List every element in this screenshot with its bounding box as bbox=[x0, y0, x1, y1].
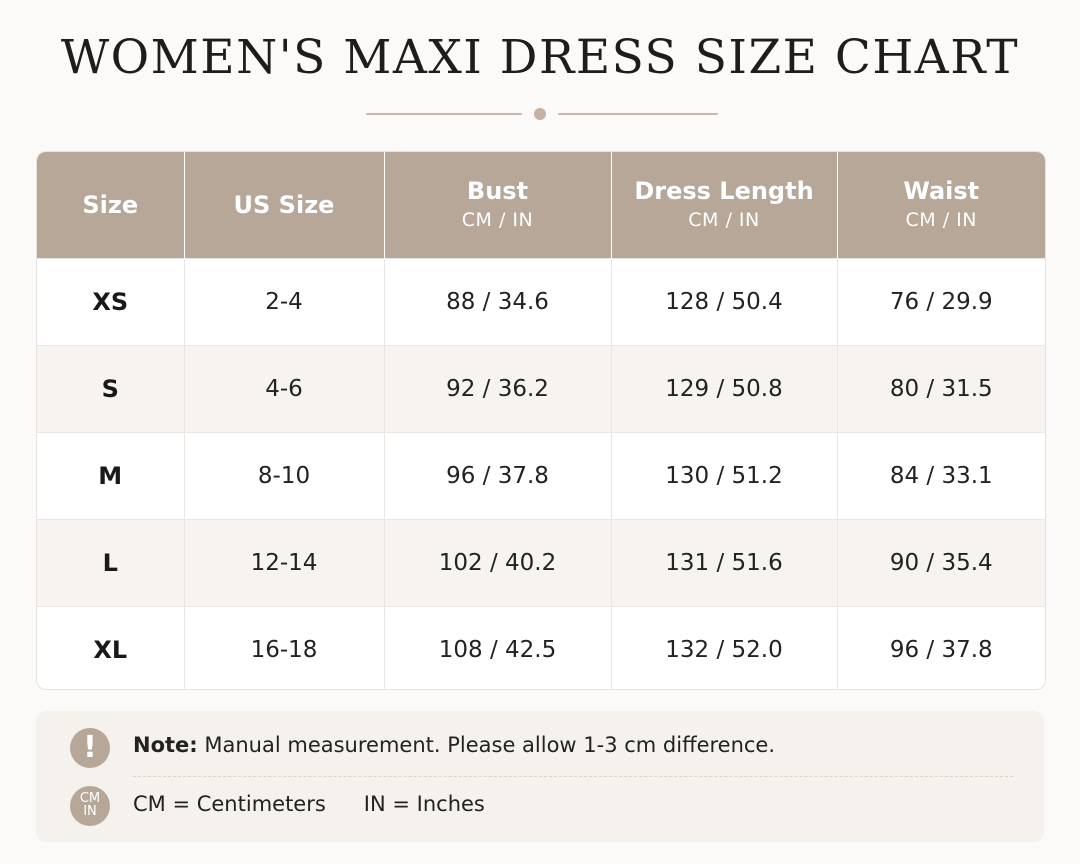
cm-in-icon-top: CM bbox=[79, 791, 101, 806]
cell-us-size: 2-4 bbox=[183, 258, 384, 346]
cell-size: XL bbox=[37, 606, 184, 689]
cell-bust: 96 / 37.8 bbox=[383, 432, 611, 520]
cell-dress-length: 128 / 50.4 bbox=[610, 258, 837, 346]
exclamation-icon: ! bbox=[70, 728, 110, 768]
cell-waist: 96 / 37.8 bbox=[836, 606, 1045, 689]
cell-dress-length: 131 / 51.6 bbox=[610, 519, 837, 607]
ornament-line-right bbox=[558, 113, 718, 115]
header-label: US Size bbox=[233, 191, 335, 219]
header-size: Size bbox=[37, 152, 184, 259]
header-unit: CM / IN bbox=[461, 209, 534, 231]
cell-bust: 108 / 42.5 bbox=[383, 606, 611, 689]
ornament-dot bbox=[534, 108, 546, 120]
note-divider bbox=[133, 776, 1013, 777]
cell-waist: 84 / 33.1 bbox=[836, 432, 1045, 520]
cell-dress-length: 132 / 52.0 bbox=[610, 606, 837, 689]
cell-bust: 102 / 40.2 bbox=[383, 519, 611, 607]
header-waist: Waist CM / IN bbox=[836, 152, 1045, 259]
cm-in-icon: CM IN bbox=[70, 786, 110, 826]
cell-waist: 90 / 35.4 bbox=[836, 519, 1045, 607]
table-row: M 8-10 96 / 37.8 130 / 51.2 84 / 33.1 bbox=[37, 432, 1045, 520]
table-row: XS 2-4 88 / 34.6 128 / 50.4 76 / 29.9 bbox=[37, 258, 1045, 346]
header-bust: Bust CM / IN bbox=[383, 152, 611, 259]
cell-us-size: 4-6 bbox=[183, 345, 384, 433]
cell-bust: 92 / 36.2 bbox=[383, 345, 611, 433]
table-row: L 12-14 102 / 40.2 131 / 51.6 90 / 35.4 bbox=[37, 519, 1045, 607]
table-header-row: Size US Size Bust CM / IN Dress Length C… bbox=[37, 152, 1045, 259]
cell-us-size: 12-14 bbox=[183, 519, 384, 607]
cell-waist: 80 / 31.5 bbox=[836, 345, 1045, 433]
cell-waist: 76 / 29.9 bbox=[836, 258, 1045, 346]
page-title: WOMEN'S MAXI DRESS SIZE CHART bbox=[60, 30, 1020, 85]
note-message: Manual measurement. Please allow 1-3 cm … bbox=[204, 733, 776, 757]
title-divider-ornament bbox=[366, 106, 718, 122]
cell-size: L bbox=[37, 519, 184, 607]
header-label: Bust bbox=[466, 177, 529, 205]
cell-size: S bbox=[37, 345, 184, 433]
ornament-line-left bbox=[366, 113, 522, 115]
cell-dress-length: 130 / 51.2 bbox=[610, 432, 837, 520]
cell-bust: 88 / 34.6 bbox=[383, 258, 611, 346]
in-definition: IN = Inches bbox=[363, 792, 485, 816]
cell-size: XS bbox=[37, 258, 184, 346]
cm-in-icon-bottom: IN bbox=[83, 804, 97, 819]
size-chart-table-container: Size US Size Bust CM / IN Dress Length C… bbox=[36, 151, 1046, 690]
cell-us-size: 8-10 bbox=[183, 432, 384, 520]
cell-us-size: 16-18 bbox=[183, 606, 384, 689]
header-label: Waist bbox=[903, 177, 980, 205]
note-text: Note: Manual measurement. Please allow 1… bbox=[133, 733, 775, 757]
header-us-size: US Size bbox=[183, 152, 384, 259]
measurement-note-box: ! Note: Manual measurement. Please allow… bbox=[36, 711, 1044, 842]
note-label: Note: bbox=[133, 733, 198, 757]
cell-dress-length: 129 / 50.8 bbox=[610, 345, 837, 433]
table-row: XL 16-18 108 / 42.5 132 / 52.0 96 / 37.8 bbox=[37, 606, 1045, 689]
header-unit: CM / IN bbox=[688, 209, 760, 231]
header-label: Dress Length bbox=[634, 177, 814, 205]
unit-legend: CM = Centimeters IN = Inches bbox=[133, 792, 485, 816]
header-label: Size bbox=[82, 191, 139, 219]
cell-size: M bbox=[37, 432, 184, 520]
size-chart-table: Size US Size Bust CM / IN Dress Length C… bbox=[37, 152, 1045, 689]
header-unit: CM / IN bbox=[905, 209, 977, 231]
cm-definition: CM = Centimeters bbox=[133, 792, 326, 816]
header-dress-length: Dress Length CM / IN bbox=[610, 152, 837, 259]
table-row: S 4-6 92 / 36.2 129 / 50.8 80 / 31.5 bbox=[37, 345, 1045, 433]
